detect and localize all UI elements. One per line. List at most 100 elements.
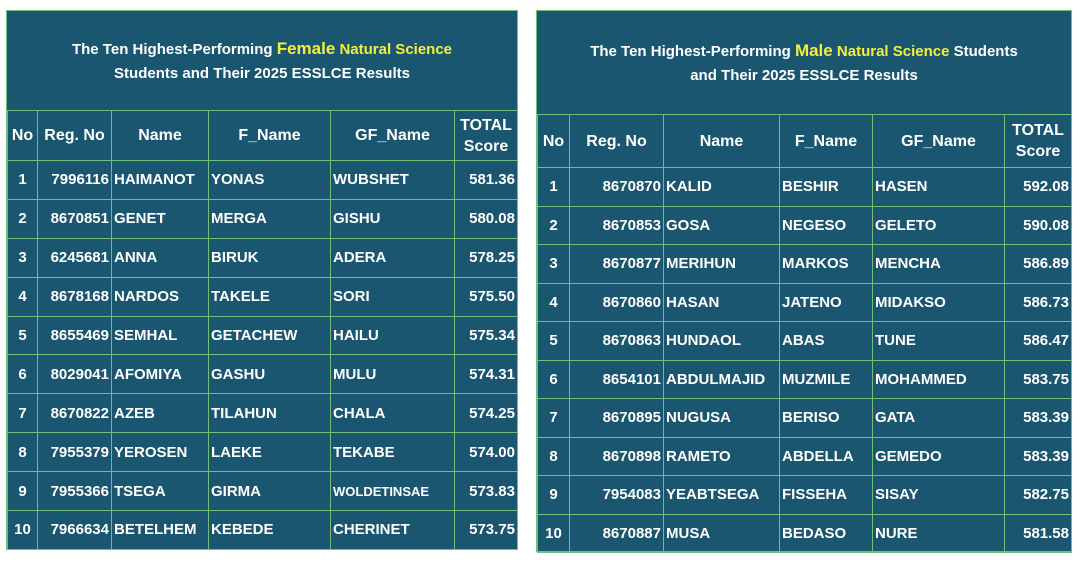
student-name: KALID (663, 167, 780, 207)
header-grandfather-name: GF_Name (330, 110, 455, 161)
total-score: 581.58 (1004, 513, 1072, 553)
total-score: 590.08 (1004, 205, 1072, 245)
reg-number: 8670877 (569, 244, 664, 284)
father-name: YONAS (208, 160, 331, 200)
student-name: GENET (111, 198, 209, 239)
table-row: 8 8670898 RAMETO ABDELLA GEMEDO 583.39 (537, 436, 1072, 476)
total-score: 574.00 (454, 432, 518, 473)
total-score: 583.39 (1004, 436, 1072, 476)
reg-number: 8029041 (37, 354, 112, 395)
total-score: 575.50 (454, 276, 518, 317)
row-number: 5 (7, 315, 38, 356)
grandfather-name: CHERINET (330, 510, 455, 550)
total-score: 581.36 (454, 160, 518, 200)
student-name: NUGUSA (663, 398, 780, 438)
table-row: 10 7966634 BETELHEM KEBEDE CHERINET 573.75 (7, 510, 518, 550)
reg-number: 8670860 (569, 282, 664, 322)
female-title-line2: Students and Their 2025 ESSLCE Results (114, 65, 410, 82)
row-number: 8 (7, 432, 38, 473)
row-number: 2 (537, 205, 570, 245)
grandfather-name: NURE (872, 513, 1005, 553)
reg-number: 8670887 (569, 513, 664, 553)
grandfather-name: MOHAMMED (872, 359, 1005, 399)
student-name: RAMETO (663, 436, 780, 476)
table-row: 10 8670887 MUSA BEDASO NURE 581.58 (537, 513, 1072, 553)
father-name: TAKELE (208, 276, 331, 317)
total-score: 586.89 (1004, 244, 1072, 284)
student-name: AFOMIYA (111, 354, 209, 395)
header-total-score: TOTAL Score (454, 110, 518, 161)
row-number: 10 (7, 510, 38, 550)
table-row: 7 8670822 AZEB TILAHUN CHALA 574.25 (7, 393, 518, 434)
row-number: 1 (7, 160, 38, 200)
student-name: NARDOS (111, 276, 209, 317)
father-name: BEDASO (779, 513, 873, 553)
row-number: 10 (537, 513, 570, 553)
student-name: MERIHUN (663, 244, 780, 284)
row-number: 9 (537, 475, 570, 515)
student-name: HASAN (663, 282, 780, 322)
female-title-highlight: Female (276, 39, 336, 58)
row-number: 6 (537, 359, 570, 399)
total-score: 583.39 (1004, 398, 1072, 438)
total-score: 575.34 (454, 315, 518, 356)
table-row: 3 6245681 ANNA BIRUK ADERA 578.25 (7, 237, 518, 278)
row-number: 3 (537, 244, 570, 284)
reg-number: 7954083 (569, 475, 664, 515)
header-father-name: F_Name (779, 114, 873, 168)
row-number: 1 (537, 167, 570, 207)
father-name: BESHIR (779, 167, 873, 207)
father-name: ABDELLA (779, 436, 873, 476)
male-title-prefix: The Ten Highest-Performing (590, 43, 795, 60)
reg-number: 8670853 (569, 205, 664, 245)
total-score: 582.75 (1004, 475, 1072, 515)
header-reg-no: Reg. No (569, 114, 664, 168)
female-header-row: No Reg. No Name F_Name GF_Name TOTAL Scor… (7, 110, 518, 161)
total-score: 573.75 (454, 510, 518, 550)
grandfather-name: CHALA (330, 393, 455, 434)
header-score: Score (463, 137, 509, 155)
grandfather-name: TUNE (872, 321, 1005, 361)
table-row: 4 8678168 NARDOS TAKELE SORI 575.50 (7, 276, 518, 317)
father-name: FISSEHA (779, 475, 873, 515)
grandfather-name: WOLDETINSAE (330, 471, 455, 512)
father-name: LAEKE (208, 432, 331, 473)
header-grandfather-name: GF_Name (872, 114, 1005, 168)
reg-number: 6245681 (37, 237, 112, 278)
total-score: 574.25 (454, 393, 518, 434)
grandfather-name: ADERA (330, 237, 455, 278)
male-title-highlight-subject: Natural Science (832, 43, 950, 60)
reg-number: 8655469 (37, 315, 112, 356)
reg-number: 8670851 (37, 198, 112, 239)
table-row: 2 8670851 GENET MERGA GISHU 580.08 (7, 198, 518, 239)
father-name: MUZMILE (779, 359, 873, 399)
student-name: HUNDAOL (663, 321, 780, 361)
table-row: 9 7955366 TSEGA GIRMA WOLDETINSAE 573.83 (7, 471, 518, 512)
row-number: 6 (7, 354, 38, 395)
father-name: GASHU (208, 354, 331, 395)
reg-number: 8670898 (569, 436, 664, 476)
male-results-table: No Reg. No Name F_Name GF_Name TOTAL Scor… (537, 114, 1072, 553)
student-name: YEABTSEGA (663, 475, 780, 515)
grandfather-name: GATA (872, 398, 1005, 438)
reg-number: 7996116 (37, 160, 112, 200)
grandfather-name: GEMEDO (872, 436, 1005, 476)
female-table-title: The Ten Highest-Performing Female Natura… (7, 37, 517, 86)
father-name: MERGA (208, 198, 331, 239)
row-number: 7 (537, 398, 570, 438)
table-row: 1 7996116 HAIMANOT YONAS WUBSHET 581.36 (7, 160, 518, 200)
total-score: 578.25 (454, 237, 518, 278)
father-name: GETACHEW (208, 315, 331, 356)
student-name: HAIMANOT (111, 160, 209, 200)
row-number: 5 (537, 321, 570, 361)
table-row: 5 8655469 SEMHAL GETACHEW HAILU 575.34 (7, 315, 518, 356)
table-row: 2 8670853 GOSA NEGESO GELETO 590.08 (537, 205, 1072, 245)
table-row: 7 8670895 NUGUSA BERISO GATA 583.39 (537, 398, 1072, 438)
header-total-score: TOTAL Score (1004, 114, 1072, 168)
total-score: 586.47 (1004, 321, 1072, 361)
student-name: BETELHEM (111, 510, 209, 550)
grandfather-name: MULU (330, 354, 455, 395)
grandfather-name: MENCHA (872, 244, 1005, 284)
male-table-title: The Ten Highest-Performing Male Natural … (537, 39, 1071, 88)
reg-number: 8670895 (569, 398, 664, 438)
